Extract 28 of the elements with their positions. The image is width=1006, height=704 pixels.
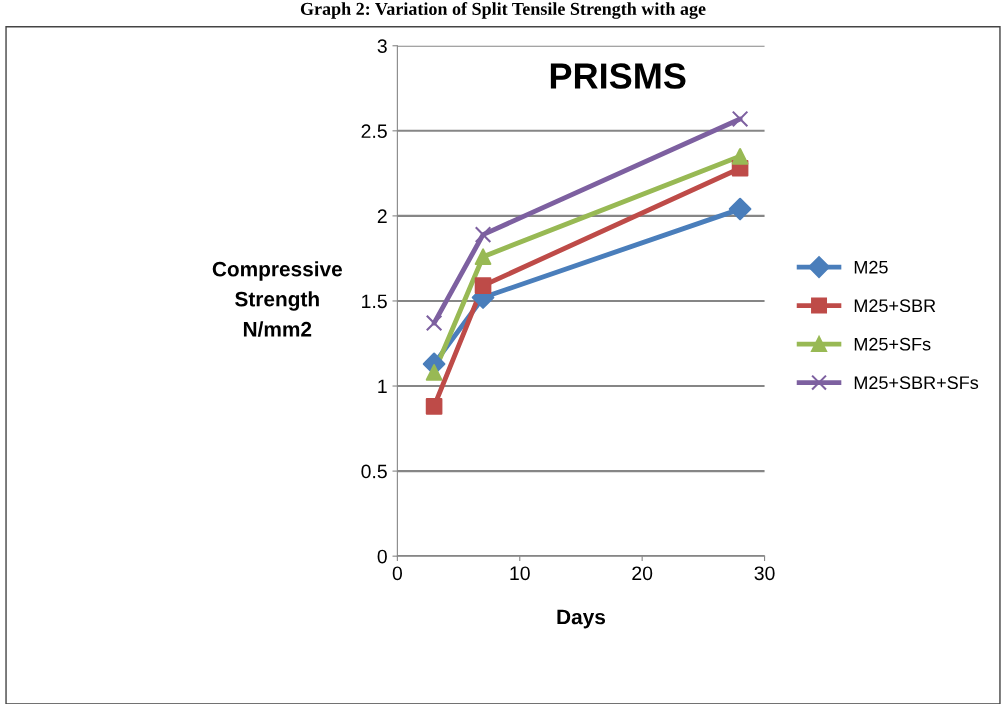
- y-tick-label: 2.5: [361, 124, 387, 139]
- point: [474, 248, 492, 266]
- y-tick-label: 0.5: [361, 464, 387, 479]
- y-tick-label: 3: [377, 39, 387, 53]
- point: [425, 364, 443, 381]
- legend-label: M25: [854, 260, 888, 274]
- point: [425, 314, 443, 332]
- x-tick-label: 20: [632, 566, 653, 581]
- point: [425, 398, 443, 415]
- y-tick-label: 1: [378, 379, 387, 394]
- legend-label: M25+SFs: [854, 337, 931, 351]
- y-tick-label: 1.5: [362, 294, 387, 309]
- chart-title: PRISMS: [550, 63, 686, 89]
- x-tick-label: 0: [392, 566, 403, 581]
- point: [728, 197, 752, 221]
- y-tick-label: 0: [377, 549, 387, 564]
- point: [474, 277, 492, 294]
- point: [731, 148, 749, 165]
- legend-label: M25+SBR: [854, 299, 936, 313]
- x-tick-label: 30: [754, 566, 775, 581]
- caption: Graph 2: Variation of Split Tensile Strength with age: [300, 2, 706, 19]
- x-axis-title: Days: [557, 609, 606, 629]
- y-axis-title: Compressive Strength N/mm2: [212, 261, 342, 337]
- y-tick-label: 2: [377, 209, 387, 223]
- legend-label: M25+SBR+SFs: [854, 376, 979, 390]
- x-tick-label: 10: [510, 566, 530, 581]
- point: [474, 226, 492, 243]
- point: [731, 110, 749, 128]
